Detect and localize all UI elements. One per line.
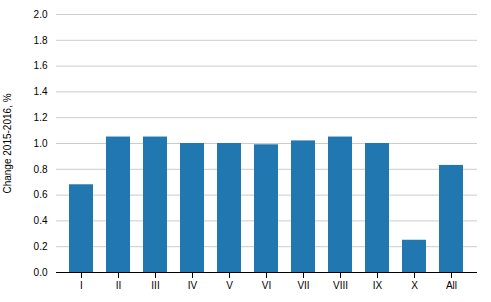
svg-text:0.0: 0.0 bbox=[34, 267, 48, 278]
svg-text:III: III bbox=[151, 280, 159, 291]
svg-text:IV: IV bbox=[188, 280, 198, 291]
svg-text:VIII: VIII bbox=[333, 280, 348, 291]
svg-text:0.6: 0.6 bbox=[34, 189, 48, 200]
svg-text:2.0: 2.0 bbox=[34, 9, 48, 20]
svg-text:X: X bbox=[411, 280, 418, 291]
svg-text:0.2: 0.2 bbox=[34, 241, 48, 252]
svg-text:I: I bbox=[80, 280, 83, 291]
svg-text:1.4: 1.4 bbox=[34, 86, 48, 97]
svg-text:V: V bbox=[226, 280, 233, 291]
svg-text:1.2: 1.2 bbox=[34, 112, 48, 123]
svg-text:IX: IX bbox=[373, 280, 383, 291]
svg-text:All: All bbox=[446, 280, 457, 291]
svg-text:0.4: 0.4 bbox=[34, 215, 48, 226]
svg-text:II: II bbox=[116, 280, 122, 291]
svg-text:VI: VI bbox=[262, 280, 271, 291]
svg-text:1.8: 1.8 bbox=[34, 35, 48, 46]
svg-text:1.6: 1.6 bbox=[34, 60, 48, 71]
svg-text:0.8: 0.8 bbox=[34, 164, 48, 175]
svg-text:1.0: 1.0 bbox=[34, 138, 48, 149]
svg-text:VII: VII bbox=[297, 280, 309, 291]
svg-text:Change 2015-2016, %: Change 2015-2016, % bbox=[2, 93, 13, 193]
